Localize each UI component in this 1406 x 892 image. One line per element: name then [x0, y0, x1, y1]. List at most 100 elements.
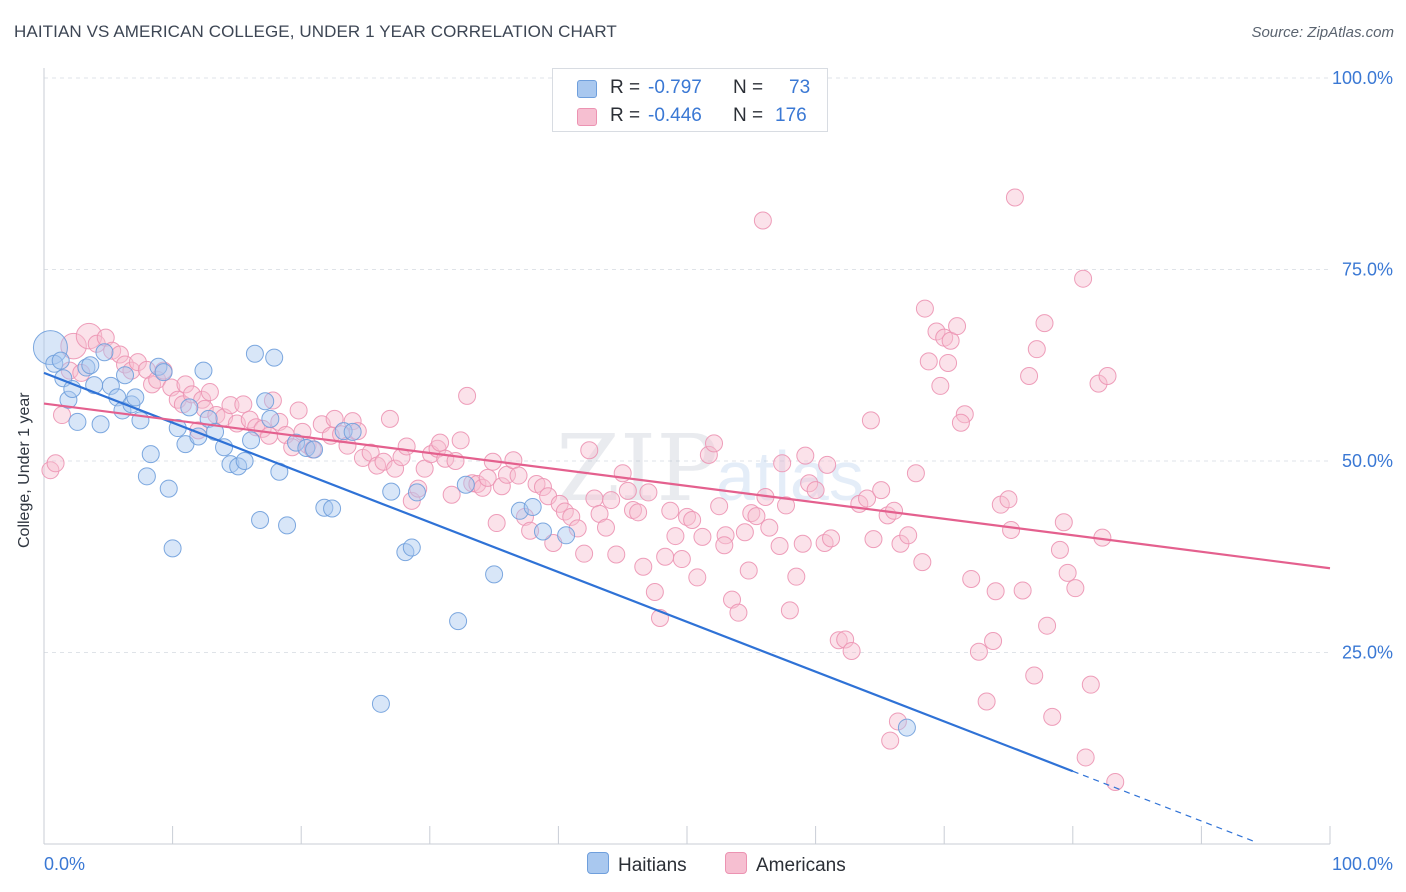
americans-point [46, 454, 65, 473]
haitians-point [180, 398, 199, 417]
americans-point [504, 451, 523, 470]
americans-point [984, 632, 1003, 651]
haitians-point [51, 351, 70, 370]
americans-point [915, 299, 934, 318]
x-tick-label: 100.0% [1332, 854, 1393, 874]
americans-point [568, 519, 587, 538]
americans-point [386, 459, 405, 478]
americans-point [234, 395, 253, 414]
haitians-point [485, 565, 504, 584]
n-label: N = [733, 77, 764, 98]
trend-lines [43, 371, 1331, 842]
americans-point [861, 411, 880, 430]
americans-point [431, 433, 450, 452]
americans-point [723, 590, 742, 609]
legend-item-americans[interactable]: Americans [725, 852, 846, 877]
americans-point [325, 409, 344, 428]
haitians-point [297, 438, 316, 457]
americans-point [955, 405, 974, 424]
americans-point [753, 211, 772, 230]
haitians-point [91, 415, 110, 434]
americans-point [634, 557, 653, 576]
americans-point [374, 452, 393, 471]
americans-point [263, 391, 282, 410]
americans-point [899, 526, 918, 545]
americans-point [693, 527, 712, 546]
americans-point [729, 603, 748, 622]
americans-point [492, 477, 511, 496]
americans-point [1027, 340, 1046, 359]
americans-point [639, 483, 658, 502]
americans-point [240, 410, 259, 429]
americans-point [969, 642, 988, 661]
americans-point [1106, 772, 1125, 791]
americans-point [688, 568, 707, 587]
r-value: -0.446 [648, 105, 702, 126]
y-tick-label: 25.0% [1342, 643, 1393, 663]
haitians-point [141, 445, 160, 464]
chart-title: HAITIAN VS AMERICAN COLLEGE, UNDER 1 YEA… [14, 22, 617, 41]
haitians-swatch [577, 80, 597, 98]
haitians-point [402, 538, 421, 557]
americans-point [596, 518, 615, 537]
americans-point [1081, 675, 1100, 694]
americans-point [533, 478, 552, 497]
americans-point [710, 497, 729, 516]
americans-point [1038, 616, 1057, 635]
haitians-point [407, 483, 426, 502]
x-tick-label: 0.0% [44, 854, 85, 874]
n-label: N = [733, 105, 764, 126]
americans-point [986, 582, 1005, 601]
haitians-point [343, 422, 362, 441]
americans-point [1035, 314, 1054, 333]
haitians-point [126, 388, 145, 407]
americans-point [931, 376, 950, 395]
americans-point [780, 601, 799, 620]
haitians-point [101, 376, 120, 395]
americans-point [678, 507, 696, 526]
americans-point [618, 481, 637, 500]
r-label: R = [610, 77, 641, 98]
haitians-point [315, 498, 334, 517]
americans-point [773, 454, 792, 473]
legend-item-haitians[interactable]: Haitians [587, 852, 687, 877]
americans-point [699, 445, 718, 464]
legend-row-americans: R = -0.446 N = 176 [553, 101, 827, 131]
americans-point [806, 481, 825, 500]
haitians-point [154, 363, 173, 382]
haitians-point [287, 433, 306, 452]
n-value: 176 [775, 105, 807, 126]
haitians-point [261, 409, 280, 428]
haitians-trend-extension [1072, 770, 1254, 842]
americans-point [842, 641, 861, 660]
americans-point [629, 503, 648, 522]
americans-point [656, 547, 675, 566]
americans-point [661, 501, 680, 520]
americans-point [793, 534, 812, 553]
source-label: Source: ZipAtlas.com [1251, 24, 1394, 41]
americans-point [1074, 269, 1093, 288]
americans-point [1043, 707, 1062, 726]
y-tick-label: 75.0% [1342, 260, 1393, 280]
americans-swatch [577, 108, 597, 126]
americans-point [221, 396, 240, 415]
americans-point [200, 383, 219, 402]
americans-point [760, 518, 779, 537]
americans-point [607, 545, 626, 564]
americans-point [872, 481, 891, 500]
haitians-point [137, 467, 156, 486]
americans-point [672, 550, 691, 569]
haitians-point [68, 412, 87, 431]
americans-point [888, 712, 907, 731]
americans-point [864, 530, 883, 549]
americans-trend-line [43, 402, 1331, 570]
americans-point [343, 412, 362, 431]
americans-point [53, 406, 72, 425]
r-value: -0.797 [648, 77, 702, 98]
legend-row-haitians: R = -0.797 N = 73 [553, 73, 827, 103]
americans-point [705, 434, 724, 453]
americans-point [1050, 540, 1069, 559]
americans-point [829, 631, 848, 650]
americans-point [1005, 188, 1024, 207]
americans-point [348, 422, 367, 441]
